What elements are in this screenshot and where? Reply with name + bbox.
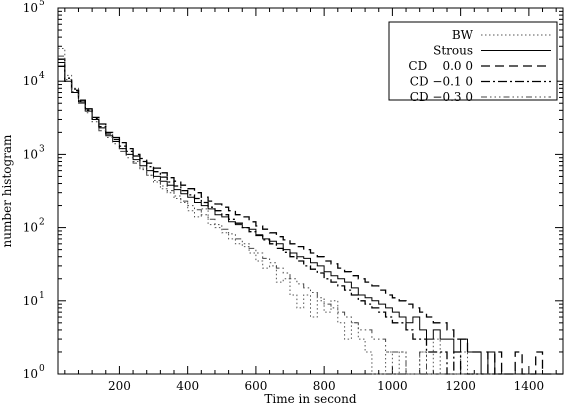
y-tick-exponent: 3 — [39, 144, 45, 154]
x-tick-label: 1000 — [377, 379, 408, 393]
x-tick-label: 1200 — [445, 379, 476, 393]
legend-label: CD 0.0 0 — [408, 59, 473, 73]
y-tick-label: 10 — [23, 221, 38, 235]
y-axis-label: number histogram — [0, 134, 14, 248]
series-line-4 — [58, 55, 495, 375]
y-tick-label: 10 — [23, 367, 38, 381]
x-tick-label: 1400 — [514, 379, 545, 393]
y-tick-exponent: 5 — [39, 0, 45, 8]
x-tick-label: 400 — [176, 379, 199, 393]
y-tick-exponent: 4 — [39, 71, 45, 81]
series-line-3 — [58, 58, 502, 375]
y-tick-exponent: 1 — [39, 291, 45, 301]
x-tick-label: 200 — [108, 379, 131, 393]
y-tick-label: 10 — [23, 294, 38, 308]
legend-label: Strous — [433, 44, 473, 58]
series-layer — [58, 48, 563, 375]
x-tick-label: 800 — [313, 379, 336, 393]
y-tick-exponent: 2 — [39, 218, 45, 228]
series-line-1 — [58, 62, 523, 375]
series-line-2 — [58, 65, 563, 375]
legend-label: CD −0.3 0 — [410, 90, 473, 104]
x-tick-label: 600 — [244, 379, 267, 393]
y-tick-exponent: 0 — [39, 364, 45, 374]
y-tick-label: 10 — [23, 1, 38, 15]
x-axis-label: Time in second — [264, 392, 356, 406]
legend-label: CD −0.1 0 — [410, 75, 473, 89]
legend-label: BW — [452, 28, 474, 42]
y-tick-label: 10 — [23, 147, 38, 161]
y-tick-label: 10 — [23, 74, 38, 88]
